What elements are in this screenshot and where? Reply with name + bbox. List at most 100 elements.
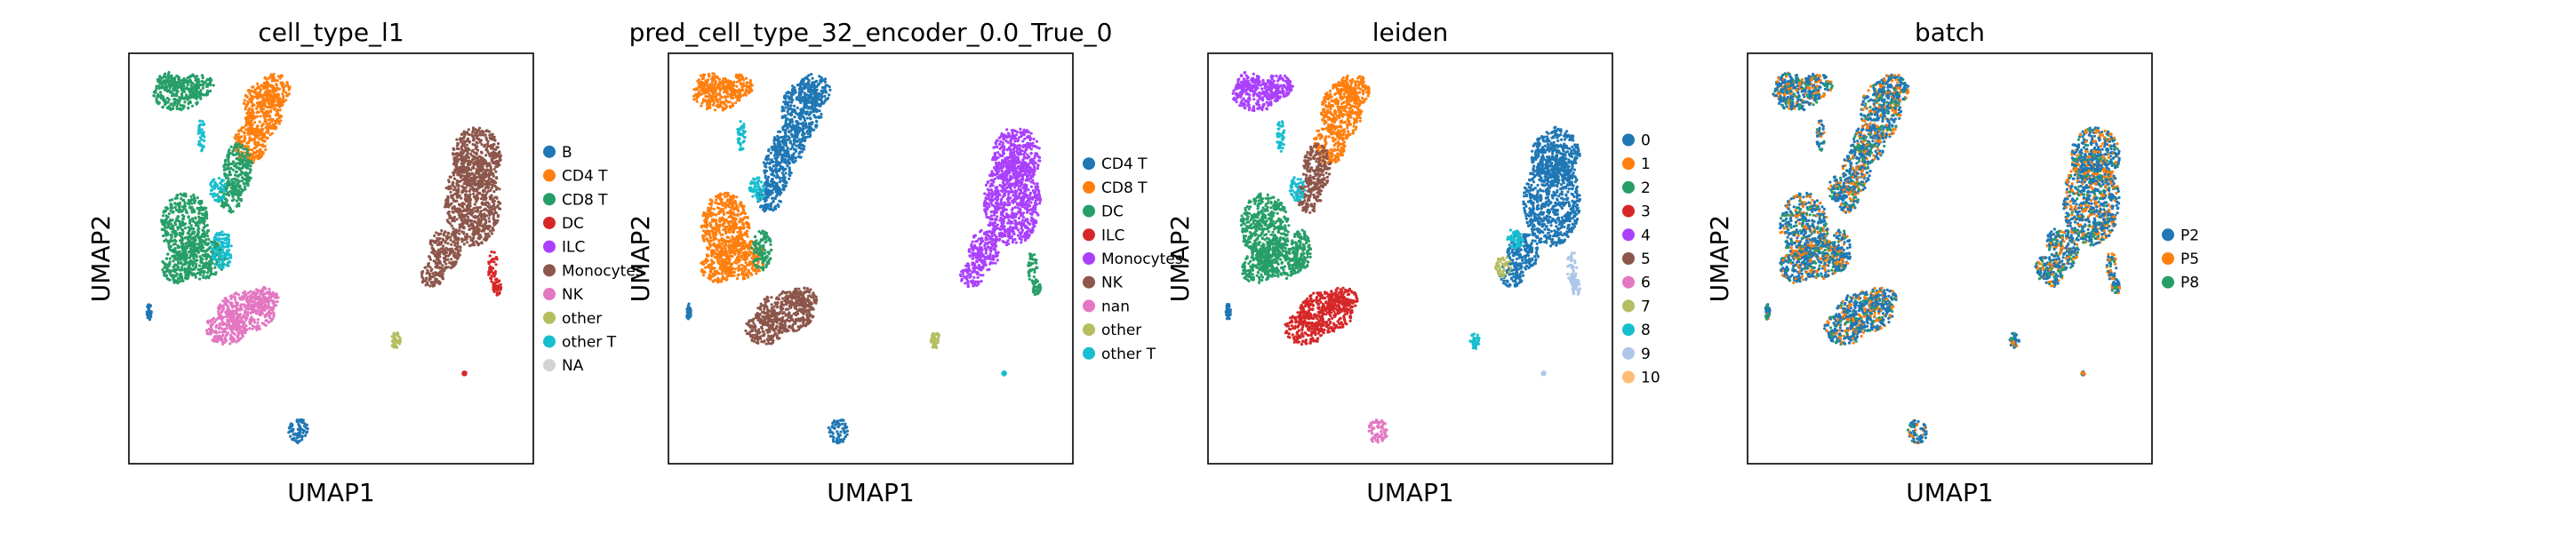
scatter-point <box>492 218 496 221</box>
scatter-point <box>484 195 487 199</box>
scatter-point <box>176 215 180 219</box>
scatter-point <box>189 262 193 266</box>
scatter-point <box>252 290 256 294</box>
scatter-point <box>444 266 448 270</box>
scatter-point <box>436 259 441 262</box>
scatter-point <box>205 217 209 220</box>
scatter-point <box>213 180 217 185</box>
scatter-point <box>209 84 212 87</box>
scatter-point <box>265 111 268 115</box>
scatter-point <box>260 289 264 292</box>
scatter-point <box>493 185 497 188</box>
scatter-point <box>199 218 203 221</box>
scatter-point <box>456 141 460 145</box>
scatter-point <box>251 317 254 321</box>
scatter-point <box>734 101 738 105</box>
scatter-point <box>265 80 268 84</box>
scatter-point <box>186 232 189 235</box>
scatter-point <box>236 319 239 322</box>
scatter-point <box>174 82 178 85</box>
scatter-point <box>210 250 213 253</box>
scatter-point <box>202 250 205 253</box>
scatter-point <box>496 215 500 219</box>
scatter-point <box>196 267 200 272</box>
scatter-point <box>224 176 228 179</box>
scatter-point <box>177 219 180 223</box>
scatter-point <box>183 227 188 230</box>
scatter-point <box>188 221 192 225</box>
scatter-point <box>204 252 208 256</box>
scatter-point <box>256 318 260 322</box>
scatter-point <box>273 107 276 111</box>
scatter-point <box>162 98 165 101</box>
scatter-point <box>259 306 262 309</box>
scatter-point <box>393 345 396 348</box>
scatter-point <box>433 234 436 238</box>
scatter-point <box>236 335 239 338</box>
scatter-point <box>472 179 476 182</box>
scatter-point <box>448 252 452 256</box>
scatter-point <box>192 256 196 260</box>
scatter-point <box>184 210 188 213</box>
scatter-point <box>202 93 205 97</box>
scatter-point <box>484 143 487 147</box>
scatter-point <box>302 429 306 433</box>
scatter-point <box>724 95 728 99</box>
scatter-point <box>240 307 244 311</box>
scatter-point <box>734 75 738 78</box>
scatter-point <box>191 198 195 202</box>
scatter-point <box>227 241 231 244</box>
scatter-point <box>258 313 261 316</box>
scatter-point <box>745 76 748 80</box>
scatter-point <box>217 177 221 180</box>
scatter-point <box>262 82 266 85</box>
scatter-point <box>471 182 475 186</box>
scatter-point <box>219 233 222 236</box>
scatter-point <box>458 232 461 235</box>
scatter-point <box>176 102 180 106</box>
scatter-point <box>216 199 220 203</box>
scatter-point <box>271 291 275 295</box>
scatter-point <box>425 276 428 280</box>
scatter-point <box>439 247 443 251</box>
scatter-point <box>231 149 236 153</box>
scatter-point <box>203 217 206 220</box>
scatter-point <box>292 433 295 436</box>
scatter-point <box>242 147 245 151</box>
scatter-point <box>707 90 710 93</box>
scatter-point <box>160 227 164 231</box>
scatter-point <box>222 168 226 171</box>
scatter-point <box>200 128 204 131</box>
scatter-point <box>206 242 210 245</box>
scatter-point <box>225 187 228 190</box>
scatter-point <box>237 327 241 330</box>
scatter-point <box>252 138 255 141</box>
scatter-point <box>484 129 488 133</box>
scatter-point <box>716 105 720 109</box>
scatter-point <box>713 84 716 87</box>
scatter-point <box>177 260 180 264</box>
scatter-point <box>172 211 175 214</box>
scatter-point <box>254 312 259 315</box>
scatter-point <box>227 160 230 163</box>
scatter-point <box>236 136 240 139</box>
scatter-point <box>198 242 202 245</box>
scatter-point <box>270 97 274 100</box>
scatter-point <box>220 259 224 262</box>
scatter-point <box>452 173 456 177</box>
scatter-point <box>731 86 734 91</box>
scatter-point <box>496 155 500 158</box>
scatter-point <box>191 268 195 272</box>
scatter-point <box>497 201 500 204</box>
scatter-point <box>281 98 284 101</box>
scatter-point <box>473 220 477 224</box>
scatter-point <box>229 145 233 148</box>
scatter-point <box>252 155 257 160</box>
scatter-point <box>224 158 228 162</box>
scatter-point <box>272 127 276 131</box>
scatter-point <box>464 197 468 201</box>
scatter-point <box>207 268 211 272</box>
scatter-point <box>273 296 276 299</box>
scatter-point <box>253 88 257 91</box>
